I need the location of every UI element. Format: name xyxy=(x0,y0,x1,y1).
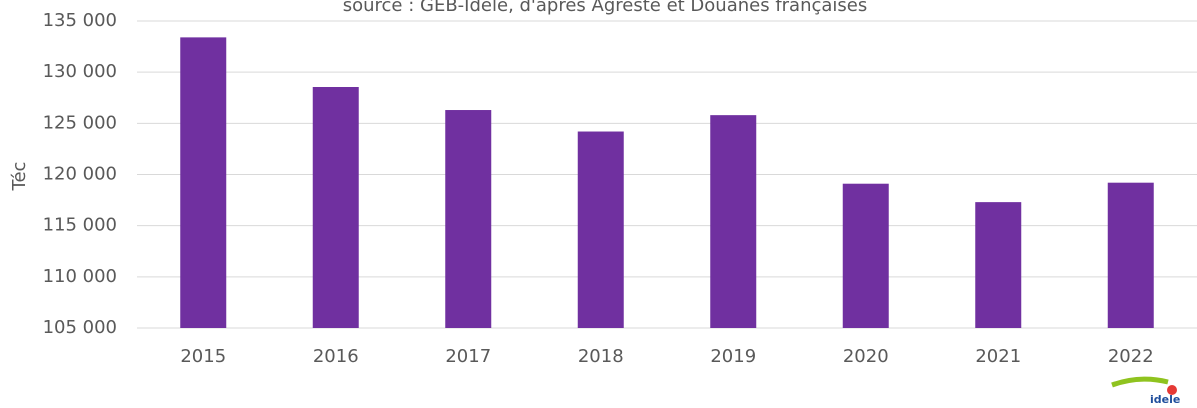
bar xyxy=(842,183,889,328)
y-tick-label: 125 000 xyxy=(43,112,117,133)
x-tick-label: 2019 xyxy=(710,346,756,367)
x-tick-label: 2015 xyxy=(180,346,226,367)
bar xyxy=(577,131,624,328)
x-tick-label: 2021 xyxy=(975,346,1021,367)
x-tick-label: 2016 xyxy=(313,346,359,367)
x-tick-label: 2022 xyxy=(1108,346,1154,367)
bar xyxy=(445,110,492,328)
logo-swoosh xyxy=(1111,376,1169,388)
y-tick-label: 105 000 xyxy=(43,317,117,338)
bar xyxy=(180,37,227,329)
x-tick-label: 2018 xyxy=(578,346,624,367)
logo-text: idele xyxy=(1150,393,1180,406)
x-tick-label: 2017 xyxy=(445,346,491,367)
logo-dot xyxy=(1167,385,1177,395)
x-tick-label: 2020 xyxy=(843,346,889,367)
chart-subtitle: source : GEB-Idele, d'après Agreste et D… xyxy=(343,0,868,16)
bar xyxy=(975,202,1022,328)
y-tick-label: 120 000 xyxy=(43,164,117,185)
bar xyxy=(1107,182,1154,328)
y-tick-label: 115 000 xyxy=(43,215,117,236)
y-tick-label: 110 000 xyxy=(43,266,117,287)
y-tick-label: 130 000 xyxy=(43,61,117,82)
bar xyxy=(312,87,359,328)
y-axis-label: Téc xyxy=(9,162,30,192)
logo: idele xyxy=(1111,376,1180,406)
y-tick-label: 135 000 xyxy=(43,10,117,31)
bar xyxy=(710,115,757,328)
